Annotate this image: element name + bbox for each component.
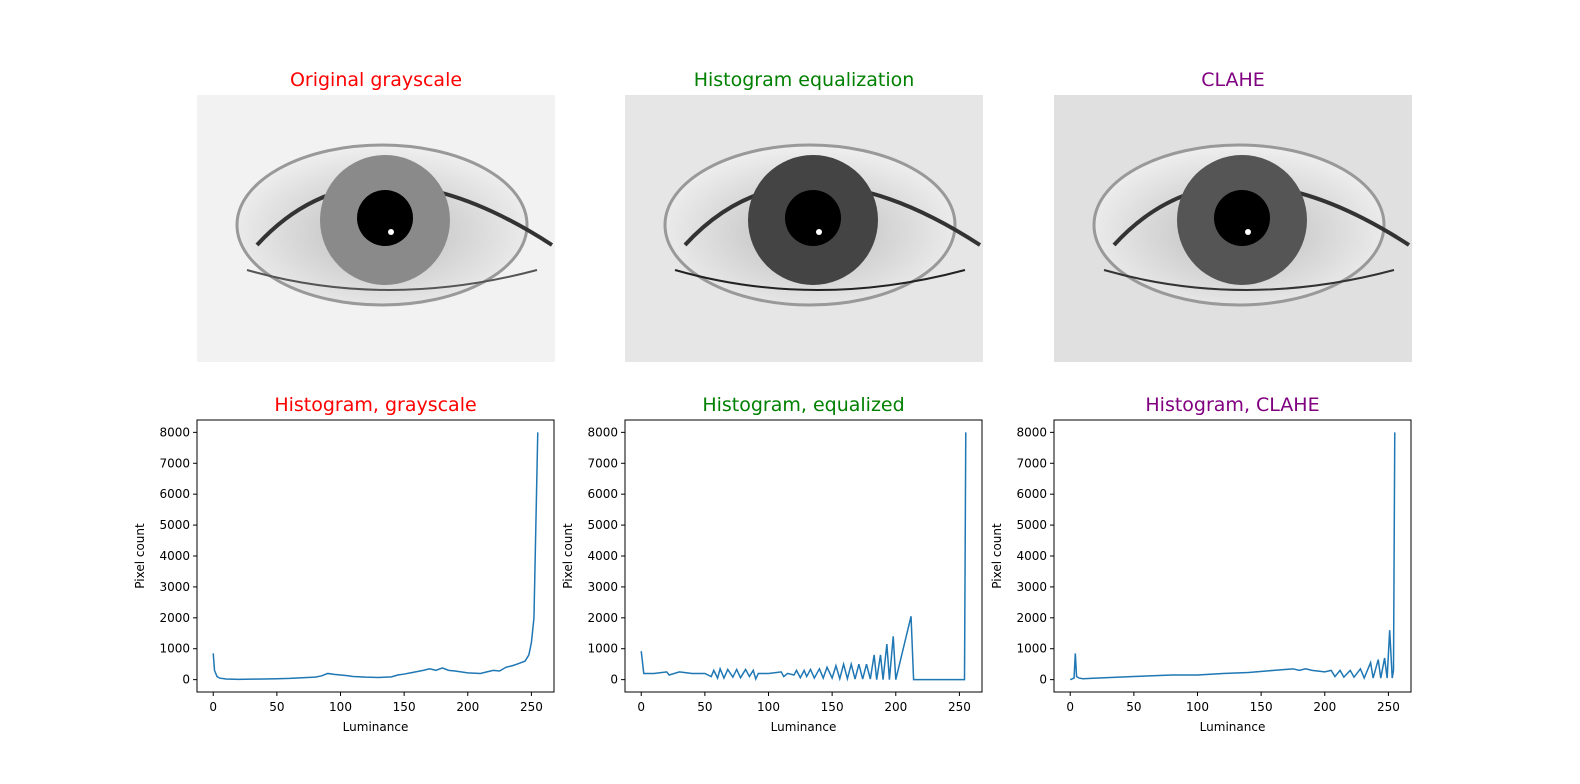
lower-lid [246,269,538,291]
pupil [1214,190,1270,246]
y-tick-label: 0 [1039,673,1047,687]
y-tick-label: 4000 [1016,549,1047,563]
chart-title: Histogram, equalized [702,394,904,416]
x-tick-label: 250 [520,700,543,714]
y-tick-label: 3000 [1016,580,1047,594]
x-tick-label: 50 [1126,700,1141,714]
x-tick-label: 100 [329,700,352,714]
image [1054,95,1412,362]
y-tick-label: 5000 [1016,518,1047,532]
x-tick-label: 250 [948,700,971,714]
glint [816,229,822,235]
chart-title: Histogram, grayscale [274,394,476,416]
y-tick-label: 8000 [1016,425,1047,439]
lower-lid [1103,269,1395,291]
data-line [212,432,539,681]
y-tick-label: 6000 [587,487,618,501]
y-tick-label: 3000 [159,580,190,594]
x-tick-label: 50 [269,700,284,714]
image-title: Original grayscale [290,69,462,91]
glint [388,229,394,235]
image-title: Histogram equalization [694,69,915,91]
data-line [640,432,967,682]
y-tick-label: 0 [610,673,618,687]
image-title: CLAHE [1201,69,1265,91]
y-tick-label: 2000 [159,611,190,625]
glint [1245,229,1251,235]
y-tick-label: 5000 [159,518,190,532]
y-tick-label: 5000 [587,518,618,532]
pupil [785,190,841,246]
x-tick-label: 150 [1250,700,1273,714]
y-tick-label: 3000 [587,580,618,594]
y-tick-label: 4000 [587,549,618,563]
x-tick-label: 200 [1313,700,1336,714]
y-tick-label: 1000 [587,642,618,656]
x-axis-label: Luminance [1200,720,1266,734]
image [625,95,983,362]
y-tick-label: 7000 [159,456,190,470]
y-tick-label: 7000 [1016,456,1047,470]
y-axis-label: Pixel count [561,523,575,589]
chart-title: Histogram, CLAHE [1145,394,1319,416]
x-tick-label: 100 [1186,700,1209,714]
x-tick-label: 150 [393,700,416,714]
y-tick-label: 2000 [1016,611,1047,625]
x-tick-label: 0 [637,700,645,714]
x-tick-label: 200 [884,700,907,714]
x-tick-label: 150 [821,700,844,714]
y-tick-label: 7000 [587,456,618,470]
x-tick-label: 50 [697,700,712,714]
y-tick-label: 0 [182,673,190,687]
x-tick-label: 100 [757,700,780,714]
y-tick-label: 8000 [159,425,190,439]
y-axis-label: Pixel count [990,523,1004,589]
lower-lid [674,269,966,291]
y-tick-label: 2000 [587,611,618,625]
y-tick-label: 6000 [1016,487,1047,501]
y-tick-label: 1000 [1016,642,1047,656]
x-tick-label: 200 [456,700,479,714]
x-axis-label: Luminance [343,720,409,734]
y-tick-label: 6000 [159,487,190,501]
data-line [1069,432,1396,681]
x-tick-label: 0 [1066,700,1074,714]
y-tick-label: 1000 [159,642,190,656]
pupil [357,190,413,246]
x-axis-label: Luminance [771,720,837,734]
y-axis-label: Pixel count [133,523,147,589]
y-tick-label: 8000 [587,425,618,439]
x-tick-label: 0 [209,700,217,714]
x-tick-label: 250 [1377,700,1400,714]
y-tick-label: 4000 [159,549,190,563]
image [197,95,555,362]
